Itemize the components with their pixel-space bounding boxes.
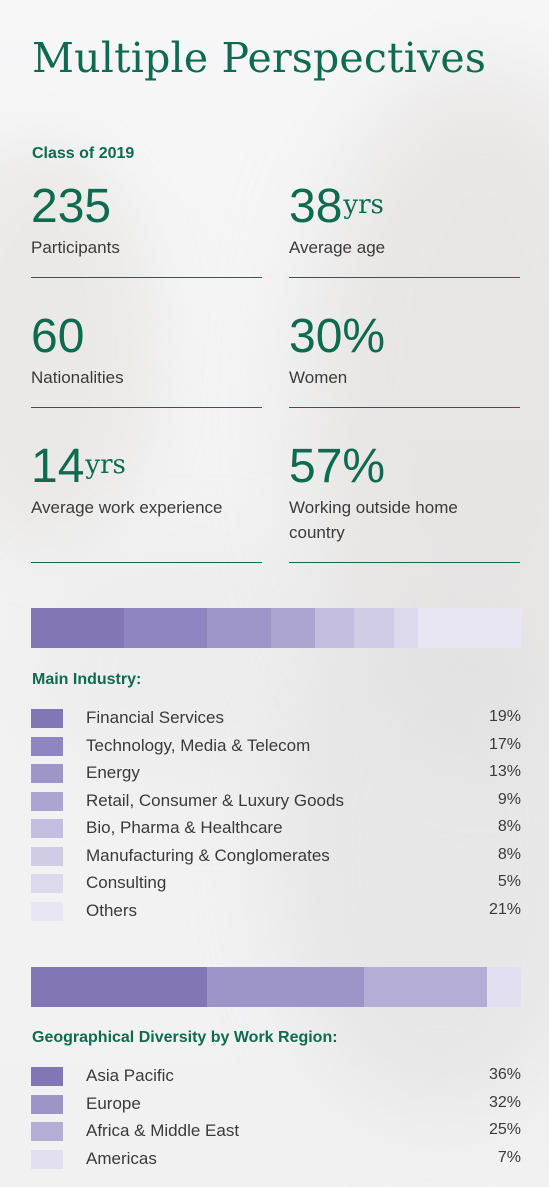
industry-legend-swatch — [31, 709, 63, 728]
industry-legend-row: Financial Services 19% — [31, 705, 521, 733]
industry-stacked-bar — [31, 608, 521, 648]
industry-legend-swatch — [31, 846, 63, 866]
industry-legend-row: Technology, Media & Telecom 17% — [31, 733, 521, 761]
industry-legend-label: Manufacturing & Conglomerates — [86, 845, 330, 865]
industry-legend-label: Financial Services — [86, 708, 224, 727]
industry-legend-swatch — [31, 736, 63, 756]
stat-value: 235 — [31, 180, 112, 233]
stat-value: 14yrs — [31, 440, 126, 493]
industry-legend-value: 9% — [497, 790, 521, 808]
industry-bar-segment-others — [418, 608, 521, 648]
region-legend-swatch — [31, 1122, 63, 1141]
region-bar-segment-africa-middle-east — [364, 967, 487, 1007]
region-legend-row: Asia Pacific 36% — [31, 1063, 521, 1091]
stat-unit: yrs — [85, 450, 126, 480]
region-bar-segment-europe — [207, 967, 365, 1007]
industry-bar-segment-technology-media-telecom — [124, 608, 208, 648]
industry-legend-row: Bio, Pharma & Healthcare 8% — [31, 815, 521, 843]
industry-bar-segment-consulting — [393, 608, 419, 648]
region-legend-label: Americas — [86, 1148, 157, 1168]
industry-legend-label: Consulting — [86, 873, 167, 892]
region-bar-segment-asia-pacific — [31, 967, 208, 1007]
region-legend-value: 25% — [488, 1121, 521, 1138]
region-legend-value: 32% — [488, 1093, 521, 1111]
stat-value: 57% — [289, 440, 386, 493]
industry-legend-swatch — [31, 874, 63, 893]
industry-legend-value: 5% — [497, 873, 521, 890]
industry-legend-value: 8% — [497, 845, 521, 863]
region-legend-row: Americas 7% — [31, 1146, 521, 1174]
industry-legend-row: Others 21% — [31, 898, 521, 926]
industry-legend-row: Manufacturing & Conglomerates 8% — [31, 843, 521, 871]
region-legend-label: Africa & Middle East — [86, 1121, 240, 1140]
industry-legend-value: 8% — [497, 818, 521, 835]
region-legend-label: Asia Pacific — [86, 1066, 174, 1085]
industry-legend-label: Energy — [86, 763, 140, 782]
stat-value: 30% — [289, 310, 386, 363]
stat-label: Average age — [289, 238, 386, 257]
region-bar-segment-americas — [486, 967, 521, 1007]
industry-legend-swatch — [31, 791, 63, 811]
region-section-label: Geographical Diversity by Work Region: — [32, 1029, 338, 1046]
industry-bar-segment-manufacturing-conglomerates — [354, 608, 394, 648]
region-legend-swatch — [31, 1094, 63, 1114]
industry-legend-value: 13% — [488, 763, 521, 780]
stat-label: Nationalities — [31, 368, 124, 387]
industry-legend-swatch — [31, 819, 63, 838]
stat-label: Working outside home country — [289, 498, 458, 542]
stat-label: Participants — [31, 238, 120, 257]
stat-nationalities: 60 Nationalities — [31, 313, 262, 408]
industry-legend-swatch — [31, 764, 63, 783]
region-legend-row: Africa & Middle East 25% — [31, 1118, 521, 1146]
industry-legend-value: 19% — [488, 708, 521, 725]
class-label: Class of 2019 — [32, 145, 135, 162]
industry-legend-label: Technology, Media & Telecom — [86, 735, 311, 755]
industry-bar-segment-bio-pharma-healthcare — [315, 608, 355, 648]
region-legend: Asia Pacific 36% Europe 32% Africa & Middle … — [31, 1063, 521, 1173]
industry-bar-segment-energy — [207, 608, 272, 648]
stat-working-abroad: 57% Working outside home country — [289, 443, 520, 563]
stat-unit: yrs — [343, 190, 384, 220]
region-legend-label: Europe — [86, 1093, 141, 1113]
page-title: Multiple Perspectives — [32, 34, 487, 82]
industry-legend-row: Energy 13% — [31, 760, 521, 788]
industry-legend: Financial Services 19% Technology, Media &… — [31, 705, 521, 925]
industry-section-label: Main Industry: — [32, 671, 142, 688]
industry-legend-swatch — [31, 901, 63, 921]
industry-legend-label: Others — [86, 900, 138, 920]
industry-bar-segment-financial-services — [31, 608, 125, 648]
region-legend-value: 36% — [488, 1066, 521, 1083]
industry-legend-label: Bio, Pharma & Healthcare — [86, 818, 283, 837]
stat-women: 30% Women — [289, 313, 520, 408]
stat-average-age: 38yrs Average age — [289, 183, 520, 278]
industry-bar-segment-retail-consumer-luxury-goods — [271, 608, 316, 648]
industry-legend-row: Consulting 5% — [31, 870, 521, 898]
region-legend-swatch — [31, 1067, 63, 1086]
region-legend-swatch — [31, 1149, 63, 1169]
industry-legend-label: Retail, Consumer & Luxury Goods — [86, 790, 344, 810]
industry-legend-row: Retail, Consumer & Luxury Goods 9% — [31, 788, 521, 816]
industry-legend-value: 21% — [488, 900, 521, 918]
stat-label: Women — [289, 368, 348, 387]
region-legend-row: Europe 32% — [31, 1091, 521, 1119]
region-legend-value: 7% — [497, 1148, 521, 1166]
stat-participants: 235 Participants — [31, 183, 262, 278]
stat-value: 38yrs — [289, 180, 384, 233]
stat-work-experience: 14yrs Average work experience — [31, 443, 262, 563]
industry-legend-value: 17% — [488, 735, 521, 753]
region-stacked-bar — [31, 967, 521, 1007]
stat-label: Average work experience — [31, 498, 223, 517]
stat-value: 60 — [31, 310, 85, 363]
